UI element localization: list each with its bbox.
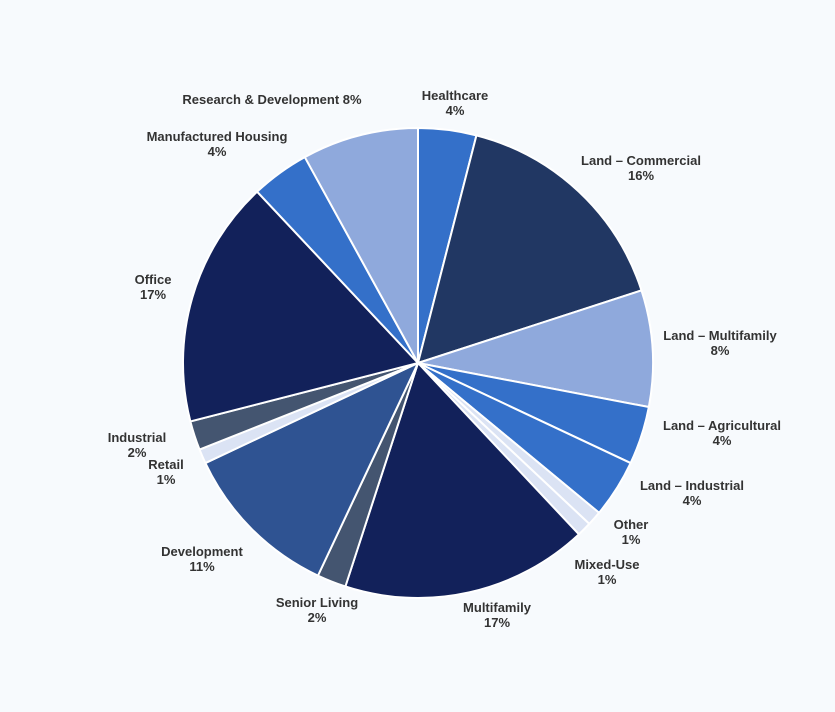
label-percent: 2% [128,445,147,460]
label-name: Other [614,517,649,532]
label-office: Office 17% [135,272,172,302]
label-name: Research & Development 8% [182,92,362,107]
label-name: Healthcare [422,88,488,103]
label-percent: 4% [683,493,702,508]
label-percent: 17% [140,287,166,302]
label-name: Land – Commercial [581,153,701,168]
pie-labels: Healthcare 4%Land – Commercial 16%Land – M… [108,88,781,630]
label-percent: 1% [157,472,176,487]
slice-office [182,190,419,423]
label-percent: 11% [189,559,215,574]
label-name: Office [135,272,172,287]
pie-slices [182,127,654,599]
label-name: Land – Industrial [640,478,744,493]
label-name: Manufactured Housing [147,129,288,144]
label-land-commercial: Land – Commercial 16% [581,153,701,183]
label-percent: 1% [598,572,617,587]
label-name: Multifamily [463,600,532,615]
label-industrial: Industrial 2% [108,430,167,460]
label-percent: 17% [484,615,510,630]
label-percent: 16% [628,168,654,183]
label-percent: 8% [711,343,730,358]
label-development: Development 11% [161,544,243,574]
label-retail: Retail 1% [148,457,183,487]
label-percent: 4% [208,144,227,159]
label-name: Land – Agricultural [663,418,781,433]
label-name: Senior Living [276,595,358,610]
label-land-multifamily: Land – Multifamily 8% [663,328,777,358]
label-land-industrial: Land – Industrial 4% [640,478,744,508]
label-percent: 4% [713,433,732,448]
label-name: Land – Multifamily [663,328,777,343]
label-other: Other 1% [614,517,649,547]
label-percent: 1% [622,532,641,547]
label-multifamily: Multifamily 17% [463,600,532,630]
label-senior-living: Senior Living 2% [276,595,358,625]
slice-development [204,362,419,577]
slice-research-development [303,127,419,364]
slice-multifamily [344,362,580,599]
label-land-agricultural: Land – Agricultural 4% [663,418,781,448]
slice-land-commercial [417,134,643,364]
label-percent: 2% [308,610,327,625]
label-research-development: Research & Development 8% [182,92,362,107]
label-name: Retail [148,457,183,472]
label-mixed-use: Mixed-Use 1% [574,557,639,587]
label-name: Development [161,544,243,559]
slice-land-multifamily [417,289,654,409]
label-name: Industrial [108,430,167,445]
label-manufactured-housing: Manufactured Housing 4% [147,129,288,159]
label-healthcare: Healthcare 4% [422,88,488,118]
label-percent: 4% [446,103,465,118]
label-name: Mixed-Use [574,557,639,572]
